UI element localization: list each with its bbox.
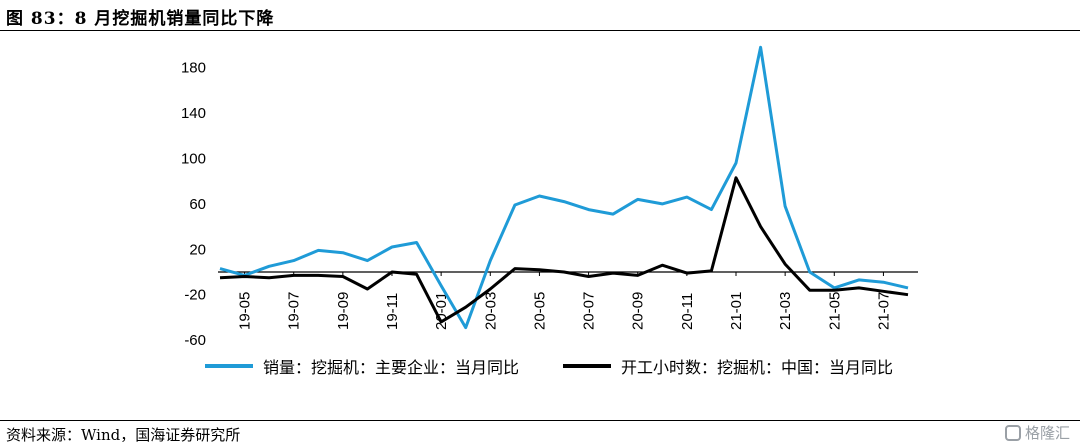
watermark-logo-icon [1004,424,1021,441]
legend-swatch-hours [563,364,612,368]
x-tick-label: 19-05 [237,292,254,330]
y-tick-label: 140 [181,105,206,122]
watermark-text: 格隆汇 [1024,424,1070,442]
y-tick-label: 60 [189,196,206,213]
y-tick-label: -60 [184,332,206,349]
x-tick-label: 21-05 [826,292,843,330]
y-axis-ticks: -60 -20 20 60 100 140 180 [181,60,206,349]
x-tick-label: 20-03 [482,292,499,330]
series-line-sales [219,45,909,330]
x-axis-ticks: 19-05 19-07 19-09 19-11 20-01 20-03 20-05 20-07… [237,272,892,330]
source-note: 资料来源：Wind，国海证券研究所 [6,426,241,444]
y-tick-label: 180 [181,60,206,77]
watermark: 格隆汇 [1004,422,1070,443]
y-tick-label: 20 [189,241,206,258]
x-tick-label: 20-11 [679,293,696,330]
y-tick-label: -20 [184,287,206,304]
top-rule [0,30,1080,31]
x-tick-label: 21-03 [777,292,794,330]
legend-item-sales: 销量：挖掘机：主要企业：当月同比 [205,354,519,378]
figure-title: 图 83：8 月挖掘机销量同比下降 [6,9,275,29]
bottom-rule [0,420,1080,421]
x-tick-label: 19-09 [335,292,352,330]
legend-label-sales: 销量：挖掘机：主要企业：当月同比 [263,358,520,377]
legend: 销量：挖掘机：主要企业：当月同比 开工小时数：挖掘机：中国：当月同比 [205,354,937,378]
x-tick-label: 19-11 [384,293,401,330]
x-tick-label: 20-05 [531,292,548,330]
x-tick-label: 20-09 [630,292,647,330]
legend-swatch-sales [205,364,253,368]
y-tick-label: 100 [181,151,206,168]
legend-item-hours: 开工小时数：挖掘机：中国：当月同比 [563,354,893,378]
x-tick-label: 21-01 [728,292,745,330]
x-tick-label: 20-07 [581,292,598,330]
x-tick-label: 21-07 [875,292,892,330]
series-line-hours [219,176,909,324]
x-tick-label: 19-07 [286,292,303,330]
legend-label-hours: 开工小时数：挖掘机：中国：当月同比 [621,358,894,377]
series-layer [219,45,909,330]
